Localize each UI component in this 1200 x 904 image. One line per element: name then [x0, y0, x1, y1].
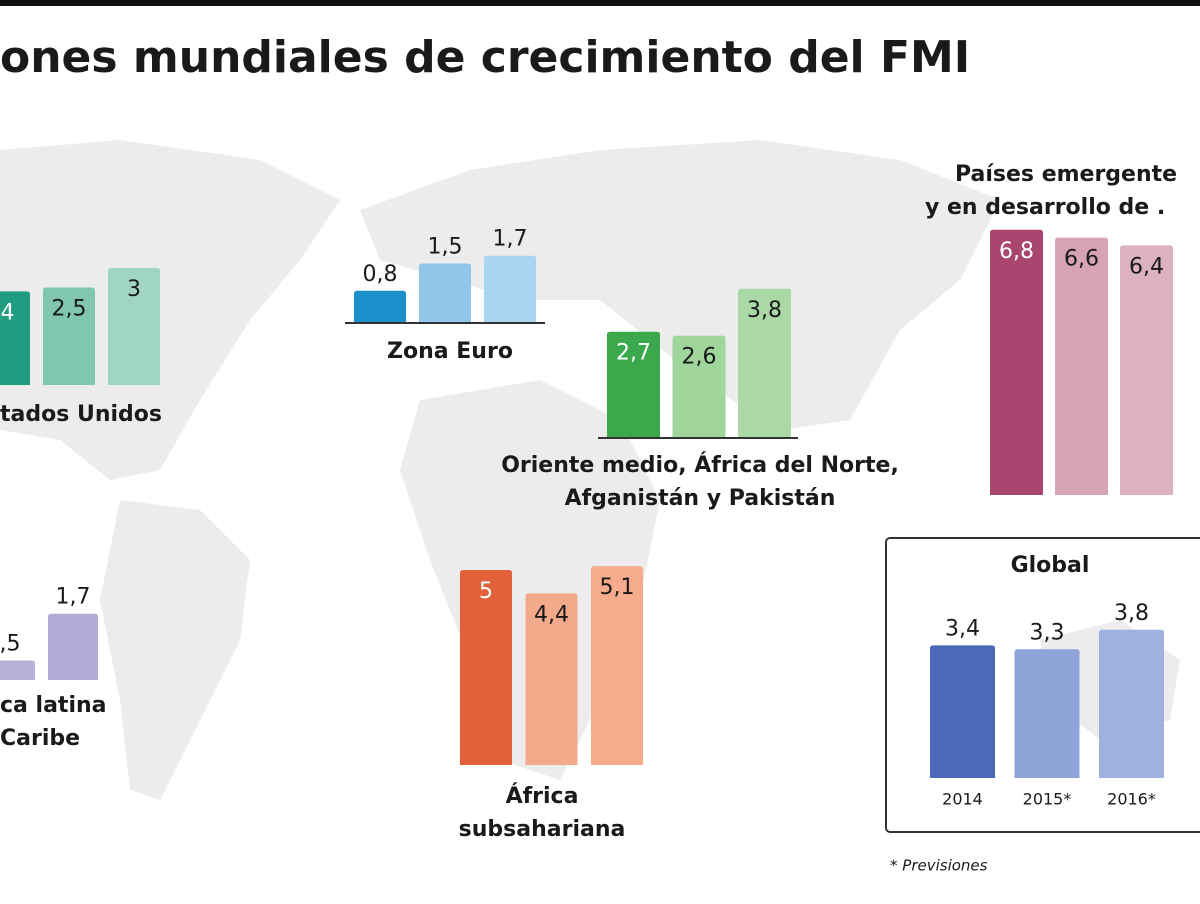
bar — [484, 255, 536, 322]
bar — [591, 566, 643, 765]
chart-title: Oriente medio, África del Norte, — [501, 452, 899, 478]
bar-chart: ,5 1,7 ca latina Caribe — [0, 585, 107, 751]
value-label: 0,8 — [363, 262, 398, 287]
value-label: 1,7 — [493, 227, 528, 252]
bar — [354, 290, 406, 322]
value-label: 4,4 — [534, 602, 569, 627]
value-label: 2,7 — [616, 341, 651, 366]
value-label: ,4 — [0, 300, 15, 325]
chart-title: Países emergente — [955, 162, 1177, 187]
value-label: 3 — [127, 277, 141, 302]
bar — [48, 613, 98, 680]
global-box — [885, 537, 1200, 833]
chart-title: África — [506, 783, 579, 809]
bar-chart: 5 4,4 5,1 África subsahariana — [459, 566, 643, 842]
bar — [1099, 629, 1164, 778]
footnote: * Previsiones — [890, 857, 988, 875]
value-label: 5 — [479, 579, 493, 604]
value-label: ,5 — [0, 632, 21, 657]
bar — [108, 268, 160, 385]
bar — [672, 335, 726, 437]
value-label: 6,6 — [1064, 247, 1099, 272]
bar — [1014, 649, 1080, 778]
bar — [1055, 237, 1108, 495]
bar — [1120, 245, 1173, 495]
chart-title: subsahariana — [459, 817, 626, 842]
chart-title: Afganistán y Pakistán — [565, 486, 836, 511]
chart-title: Zona Euro — [387, 339, 513, 364]
bar-chart: 6,8 6,6 6,4 Países emergente y en desarrollo… — [925, 162, 1177, 496]
x-tick-label: 2015* — [1023, 790, 1072, 809]
page-title: ones mundiales de crecimiento del FMI — [0, 32, 970, 83]
north-america — [0, 140, 340, 480]
bar-chart: ,4 2,5 3 tados Unidos — [0, 268, 162, 427]
chart-title: ca latina — [0, 693, 107, 718]
bar — [460, 570, 512, 765]
chart-title: y en desarrollo de . — [925, 195, 1165, 220]
bar — [419, 263, 471, 322]
bar — [738, 288, 791, 437]
value-label: 3,4 — [945, 616, 980, 641]
eurasia — [360, 140, 1000, 430]
bar — [0, 291, 30, 385]
top-rule — [0, 0, 1200, 6]
chart-title: Global — [1011, 553, 1090, 578]
value-label: 6,8 — [999, 239, 1034, 264]
value-label: 2,5 — [52, 297, 87, 322]
bar-chart: 3,4 2014 3,3 2015* 3,8 2016* Global — [930, 553, 1164, 809]
south-america — [100, 500, 250, 800]
value-label: 6,4 — [1129, 254, 1164, 279]
bar-chart: 0,8 1,5 1,7 Zona Euro — [345, 227, 545, 364]
x-tick-label: 2014 — [942, 790, 983, 809]
value-label: 5,1 — [600, 575, 635, 600]
bar — [43, 287, 95, 385]
value-label: 1,5 — [428, 235, 463, 260]
x-tick-label: 2016* — [1107, 790, 1156, 809]
value-label: 1,7 — [56, 585, 91, 610]
bar — [0, 660, 35, 680]
value-label: 3,8 — [747, 298, 782, 323]
world-map — [0, 140, 1180, 800]
chart-title: tados Unidos — [0, 402, 162, 427]
value-label: 2,6 — [682, 345, 717, 370]
chart-title: Caribe — [0, 726, 80, 751]
bar-chart: 2,7 2,6 3,8 Oriente medio, África del Norte… — [501, 288, 899, 511]
value-label: 3,3 — [1030, 620, 1065, 645]
value-label: 3,8 — [1114, 601, 1149, 626]
bar — [607, 331, 660, 437]
bar — [990, 229, 1043, 496]
bar — [525, 593, 578, 765]
bar — [930, 645, 995, 778]
